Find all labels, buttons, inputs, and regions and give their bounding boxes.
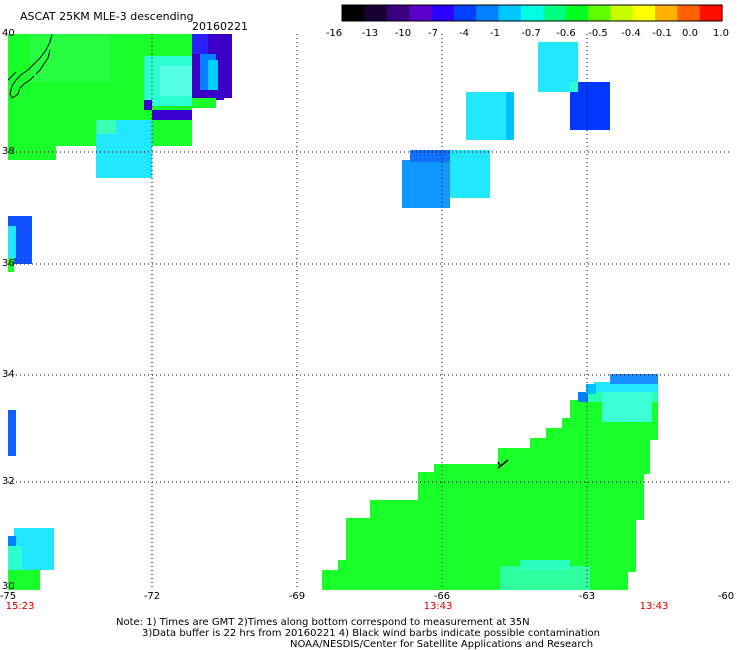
colorbar-border bbox=[341, 4, 723, 22]
coastline bbox=[7, 33, 53, 99]
colorbar-label: -4 bbox=[459, 28, 469, 39]
colorbar-label: 1.0 bbox=[713, 28, 729, 39]
wind-barb-icon bbox=[497, 459, 509, 469]
footer-note-1: Note: 1) Times are GMT 2)Times along bot… bbox=[116, 617, 530, 628]
time-label: 13:43 bbox=[424, 601, 453, 612]
colorbar-label: -13 bbox=[362, 28, 378, 39]
colorbar-label: 0.0 bbox=[682, 28, 698, 39]
lat-label: 34 bbox=[2, 369, 15, 380]
colorbar-segment bbox=[498, 5, 522, 21]
colorbar-segment bbox=[453, 5, 477, 21]
colorbar-segment bbox=[431, 5, 455, 21]
colorbar-segment bbox=[677, 5, 701, 21]
colorbar-segment bbox=[520, 5, 544, 21]
lon-label: -75 bbox=[0, 591, 16, 602]
colorbar-segment bbox=[654, 5, 678, 21]
map-date: 20160221 bbox=[192, 20, 248, 33]
colorbar-label: -16 bbox=[326, 28, 342, 39]
lat-label: 38 bbox=[2, 146, 15, 157]
colorbar bbox=[341, 4, 723, 22]
lon-label: -63 bbox=[579, 591, 595, 602]
colorbar-labels: -16 -13 -10 -7 -4 -1 -0.7 -0.6 -0.5 -0.4… bbox=[326, 28, 729, 39]
colorbar-segment bbox=[632, 5, 656, 21]
colorbar-segment bbox=[364, 5, 388, 21]
lat-label: 40 bbox=[2, 28, 15, 39]
lat-label: 30 bbox=[2, 581, 15, 592]
time-labels: 15:23 13:43 13:43 bbox=[6, 601, 669, 612]
lon-labels: -75 -72 -69 -66 -63 -60 bbox=[0, 591, 734, 602]
colorbar-label: -0.7 bbox=[521, 28, 541, 39]
colorbar-segment bbox=[409, 5, 433, 21]
colorbar-segment bbox=[610, 5, 634, 21]
lat-label: 32 bbox=[2, 476, 15, 487]
lat-lon-grid bbox=[8, 34, 732, 590]
colorbar-label: -0.1 bbox=[652, 28, 672, 39]
colorbar-segment bbox=[699, 5, 723, 21]
colorbar-segment bbox=[587, 5, 611, 21]
footer-note-2: 3)Data buffer is 22 hrs from 20160221 4)… bbox=[142, 628, 600, 639]
colorbar-label: -1 bbox=[490, 28, 500, 39]
map-title: ASCAT 25KM MLE-3 descending bbox=[20, 10, 194, 23]
colorbar-label: -7 bbox=[428, 28, 438, 39]
colorbar-label: -0.4 bbox=[621, 28, 641, 39]
time-label: 15:23 bbox=[6, 601, 35, 612]
lon-label: -66 bbox=[434, 591, 450, 602]
colorbar-label: -10 bbox=[395, 28, 411, 39]
time-label: 13:43 bbox=[640, 601, 669, 612]
lon-label: -60 bbox=[718, 591, 734, 602]
lon-label: -72 bbox=[144, 591, 160, 602]
colorbar-segment bbox=[543, 5, 567, 21]
lat-labels: 40 38 36 34 32 30 bbox=[2, 28, 15, 592]
wind-swath-data bbox=[8, 34, 658, 590]
colorbar-label: -0.6 bbox=[556, 28, 576, 39]
colorbar-segment bbox=[386, 5, 410, 21]
lon-label: -69 bbox=[289, 591, 305, 602]
colorbar-segment bbox=[565, 5, 589, 21]
footer-note-3: NOAA/NESDIS/Center for Satellite Applica… bbox=[290, 639, 593, 650]
colorbar-label: -0.5 bbox=[588, 28, 608, 39]
lat-label: 36 bbox=[2, 258, 15, 269]
colorbar-segment bbox=[476, 5, 500, 21]
colorbar-segment bbox=[342, 5, 365, 21]
